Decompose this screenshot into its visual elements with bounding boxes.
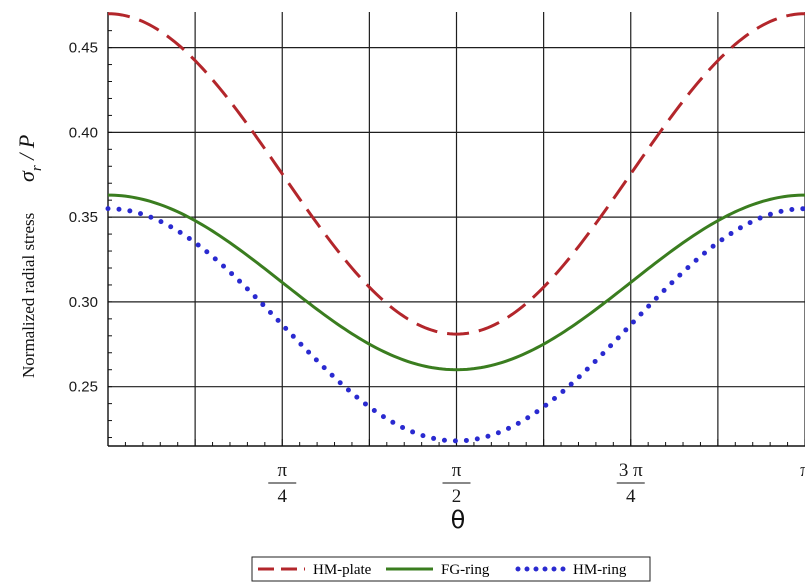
series-hm-ring-line xyxy=(105,206,805,444)
x-tick-denominator: 4 xyxy=(278,486,288,507)
x-tick-label: 3 π4 xyxy=(616,460,645,507)
y-axis-label-text: Normalized radial stress xyxy=(19,213,38,378)
y-axis-label: Normalized radial stress σr / P xyxy=(14,135,45,378)
x-tick-numerator: π xyxy=(277,460,287,481)
x-tick-label: π2 xyxy=(442,460,471,507)
legend-box xyxy=(251,556,651,582)
series-hm-plate-line xyxy=(107,12,805,336)
legend-label-fg-ring: FG-ring xyxy=(441,562,490,578)
y-axis-label-math: σr / P xyxy=(14,135,45,182)
legend-label-hm-ring: HM-ring xyxy=(573,562,627,578)
legend: HM-plate FG-ring HM-ring xyxy=(251,556,651,582)
y-tick-labels: 0.25 0.30 0.35 0.40 0.45 xyxy=(69,40,98,396)
y-tick-label: 0.25 xyxy=(69,379,98,396)
y-tick-label: 0.30 xyxy=(69,294,98,311)
x-tick-numerator: 3 π xyxy=(619,460,643,481)
y-tick-label: 0.35 xyxy=(69,209,98,226)
x-tick-denominator: 2 xyxy=(452,486,462,507)
x-tick-label: π4 xyxy=(268,460,297,507)
series-lines xyxy=(105,12,805,444)
x-tick-denominator: 4 xyxy=(626,486,636,507)
y-tick-label: 0.40 xyxy=(69,124,98,141)
x-tick-numerator: π xyxy=(800,460,805,481)
x-tick-numerator: π xyxy=(452,460,462,481)
series-fg-ring-line xyxy=(107,193,805,372)
grid-lines xyxy=(108,12,805,446)
x-axis-label: θ xyxy=(451,506,466,534)
legend-label-hm-plate: HM-plate xyxy=(313,562,372,578)
axes xyxy=(107,12,805,447)
x-tick-label: π xyxy=(800,460,805,481)
y-tick-label: 0.45 xyxy=(69,40,98,57)
